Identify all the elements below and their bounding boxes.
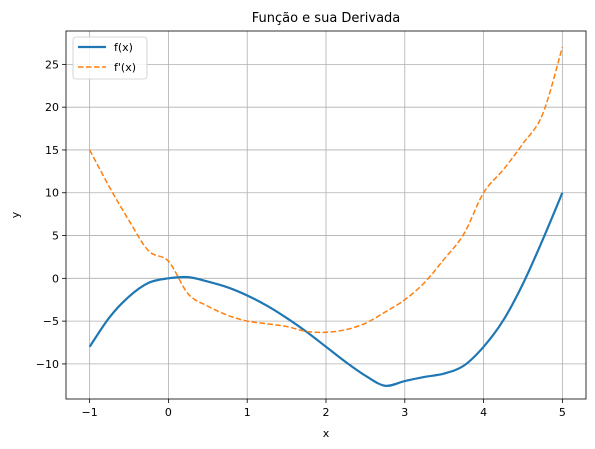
series-layer xyxy=(88,47,564,387)
series-line-0 xyxy=(88,192,564,387)
grid-layer xyxy=(66,31,586,399)
x-tick-label: 5 xyxy=(559,406,566,419)
y-tick-label: 0 xyxy=(52,272,59,285)
legend-label-0: f(x) xyxy=(114,41,133,54)
y-tick-label: 15 xyxy=(45,144,59,157)
x-tick-label: 4 xyxy=(480,406,487,419)
y-tick-label: −5 xyxy=(43,315,59,328)
chart-title: Função e sua Derivada xyxy=(252,11,401,26)
legend: f(x) f'(x) xyxy=(72,36,148,80)
y-tick-label: 20 xyxy=(45,101,59,114)
x-tick-label: 3 xyxy=(401,406,408,419)
series-line-1 xyxy=(88,47,564,334)
x-axis-label: x xyxy=(323,427,330,440)
y-axis-label: y xyxy=(9,211,22,218)
y-tick-label: 5 xyxy=(52,230,59,243)
x-tick-label: 0 xyxy=(165,406,172,419)
legend-label-1: f'(x) xyxy=(114,61,136,74)
y-tick-label: 10 xyxy=(45,187,59,200)
y-tick-label: −10 xyxy=(36,358,59,371)
x-tick-label: −1 xyxy=(82,406,98,419)
y-tick-label: 25 xyxy=(45,58,59,71)
x-tick-label: 1 xyxy=(244,406,251,419)
x-tick-label: 2 xyxy=(323,406,330,419)
